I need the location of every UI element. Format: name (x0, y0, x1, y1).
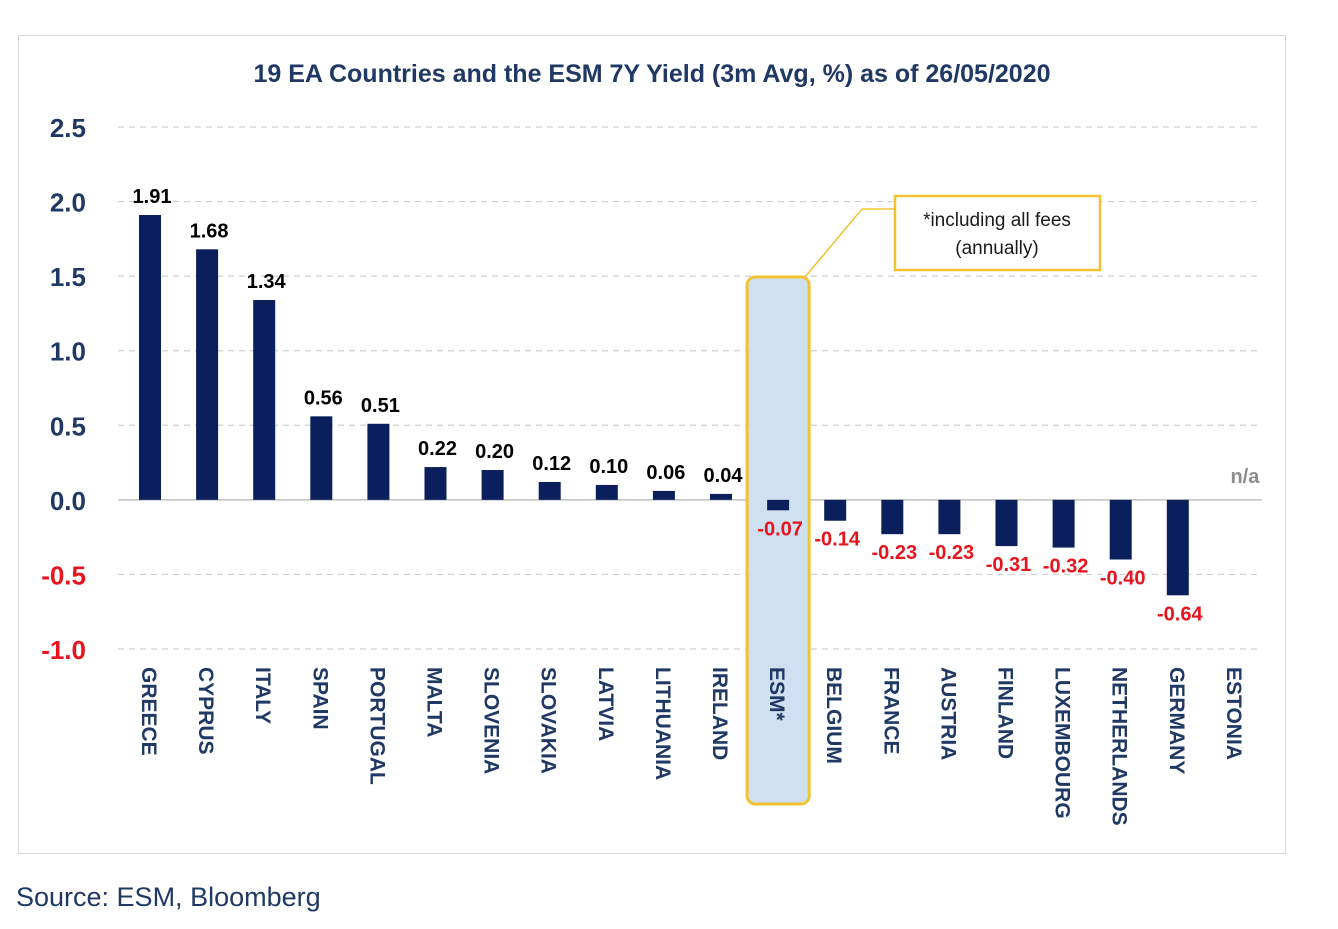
category-label: SLOVAKIA (537, 667, 560, 774)
y-tick-label: 2.0 (50, 188, 86, 218)
bar-portugal (367, 423, 390, 500)
callout-connector (804, 208, 863, 278)
x-axis-categories: GREECE CYPRUS ITALY SPAIN PORTUGAL MALTA SLOVE… (137, 667, 1245, 826)
annotation-callout: *including all fees (annually) (804, 194, 1102, 278)
bar-esm (767, 499, 790, 511)
callout-box (893, 194, 1102, 272)
data-label: 0.12 (532, 453, 571, 475)
data-label: 1.34 (247, 271, 287, 293)
bar-slovakia (538, 481, 561, 500)
category-label: SPAIN (308, 667, 331, 730)
category-label: LATVIA (594, 667, 617, 741)
y-tick-label: 1.5 (50, 262, 86, 292)
callout-line-2: (annually) (955, 238, 1038, 259)
data-label: -0.64 (1157, 603, 1203, 625)
category-label: FINLAND (994, 667, 1017, 759)
y-tick-label: 0.0 (50, 486, 86, 516)
category-label: GERMANY (1165, 667, 1188, 774)
data-label: 0.04 (704, 465, 744, 487)
data-label: 0.20 (475, 441, 514, 463)
bar-malta (424, 467, 447, 500)
category-label: IRELAND (708, 667, 731, 760)
bar-luxembourg (1052, 499, 1075, 548)
esm-highlight-box (745, 275, 811, 806)
data-label: -0.07 (757, 518, 803, 540)
category-label: FRANCE (879, 667, 902, 755)
bar-slovenia (481, 470, 504, 500)
category-label: GREECE (137, 667, 160, 756)
data-label: 1.91 (133, 186, 172, 208)
category-label: SLOVENIA (480, 667, 503, 774)
data-label: -0.23 (872, 542, 918, 564)
category-label: CYPRUS (194, 667, 217, 755)
data-label-na: n/a (1230, 466, 1260, 488)
bars (139, 214, 1189, 596)
bar-cyprus (196, 249, 219, 500)
bar-ireland (710, 493, 732, 500)
category-label: AUSTRIA (936, 667, 959, 760)
chart-title: 19 EA Countries and the ESM 7Y Yield (3m… (253, 60, 1050, 88)
bar-latvia (595, 484, 618, 500)
bar-finland (995, 499, 1018, 547)
bar-belgium (824, 499, 847, 521)
data-label: -0.40 (1100, 568, 1146, 590)
bar-netherlands (1109, 499, 1132, 560)
bar-spain (310, 416, 333, 500)
bar-lithuania (652, 490, 675, 500)
data-label: 1.68 (190, 220, 229, 242)
category-label: PORTUGAL (365, 667, 388, 785)
callout-line-1: *including all fees (923, 210, 1071, 231)
data-label: 0.51 (361, 395, 400, 417)
category-label: LITHUANIA (651, 667, 674, 780)
chart-frame (18, 35, 1286, 854)
data-label: 0.10 (589, 456, 628, 478)
y-tick-label: -0.5 (41, 560, 86, 590)
bar-italy (253, 300, 276, 500)
category-label: LUXEMBOURG (1051, 667, 1074, 819)
bar-austria (938, 499, 961, 535)
category-label: NETHERLANDS (1108, 667, 1131, 826)
data-label: -0.23 (929, 542, 975, 564)
source-note: Source: ESM, Bloomberg (16, 882, 321, 912)
y-tick-label: 2.5 (50, 113, 86, 143)
y-tick-label: 1.0 (50, 337, 86, 367)
data-label: -0.32 (1043, 556, 1089, 578)
bar-greece (139, 214, 161, 500)
data-label: -0.14 (814, 529, 860, 551)
data-label: 0.22 (418, 438, 457, 460)
esm-highlight (745, 275, 811, 806)
category-label: ESM* (765, 667, 788, 722)
category-label: ITALY (251, 667, 274, 724)
category-label: BELGIUM (822, 667, 845, 764)
data-labels: 1.91 1.68 1.34 0.56 0.51 0.22 0.20 0.12 0.10 0.06… (133, 186, 1261, 625)
bar-germany (1166, 499, 1189, 596)
data-label: 0.06 (646, 462, 685, 484)
y-axis-ticks: 2.5 2.0 1.5 1.0 0.5 0.0 -0.5 -1.0 (41, 113, 86, 665)
data-label: 0.56 (304, 387, 343, 409)
y-tick-label: -1.0 (41, 635, 86, 665)
data-label: -0.31 (986, 554, 1032, 576)
y-tick-label: 0.5 (50, 411, 86, 441)
bar-france (881, 499, 904, 535)
category-label: ESTONIA (1222, 667, 1245, 760)
category-label: MALTA (423, 667, 446, 737)
